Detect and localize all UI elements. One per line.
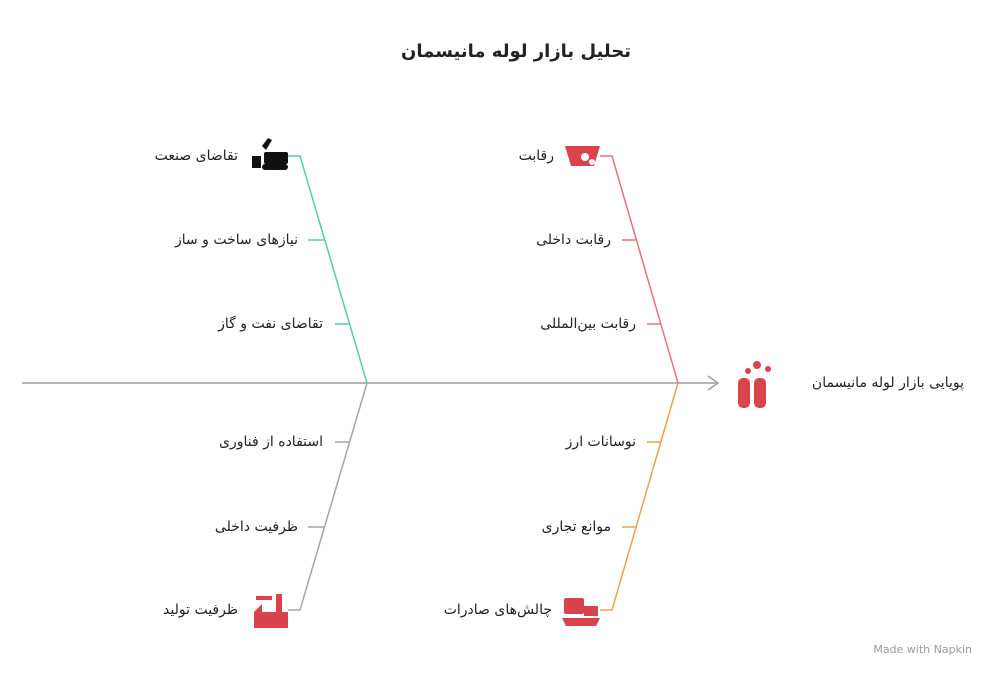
category-label: رقابت (519, 148, 554, 164)
category-label: چالش‌های صادرات (444, 602, 552, 618)
branch-line (600, 382, 679, 611)
cause-label: موانع تجاری (542, 519, 611, 535)
cause-label: نیازهای ساخت و ساز (174, 232, 298, 248)
spine-arrow (707, 375, 720, 391)
cause-label: تقاضای نفت و گاز (217, 315, 323, 332)
footer: Made with Napkin (873, 643, 972, 656)
cause-label: ظرفیت داخلی (215, 519, 298, 535)
cause-label: استفاده از فناوری (219, 434, 323, 450)
icon-export (562, 598, 600, 626)
cause-label: رقابت بین‌المللی (540, 316, 636, 332)
branch-line (288, 382, 368, 611)
branch-line (288, 155, 368, 384)
icon-head (738, 361, 771, 408)
head-label: پویایی بازار لوله مانیسمان (812, 375, 964, 391)
branches (288, 155, 679, 611)
title: تحلیل بازار لوله مانیسمان (401, 41, 631, 62)
cause-label: رقابت داخلی (536, 232, 611, 248)
icon-factory (254, 594, 288, 628)
icon-competition (565, 146, 600, 166)
category-label: تقاضای صنعت (155, 148, 239, 164)
cause-label: نوسانات ارز (565, 434, 636, 450)
icon-excavator (252, 138, 288, 170)
category-label: ظرفیت تولید (163, 602, 238, 618)
branch-line (600, 155, 679, 384)
